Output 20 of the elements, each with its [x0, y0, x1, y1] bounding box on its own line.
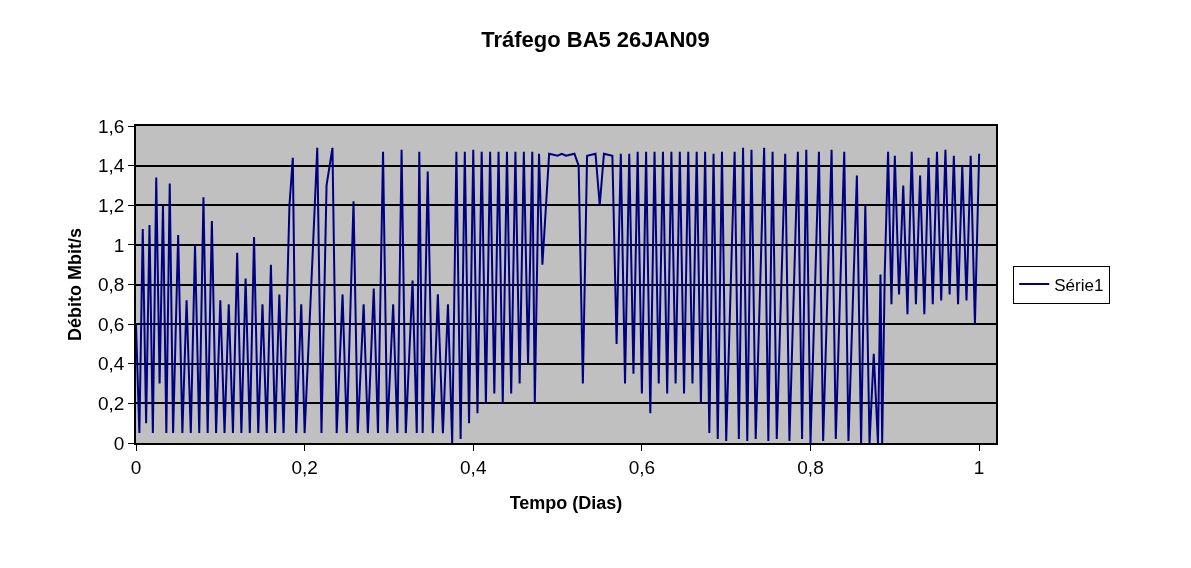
- y-tick-label: 1,6: [98, 115, 125, 137]
- x-tick-label: 1: [973, 456, 985, 478]
- chart-title: Tráfego BA5 26JAN09: [481, 27, 710, 53]
- x-tick-label: 0,6: [628, 456, 656, 478]
- x-tick-label: 0,4: [460, 456, 487, 478]
- y-tick-label: 0,8: [98, 274, 125, 296]
- y-tick-label: 0,2: [98, 393, 125, 415]
- line-series: [136, 146, 981, 443]
- y-tick-label: 1,2: [98, 194, 125, 216]
- x-tick-label: 0,8: [797, 456, 824, 478]
- y-tick-label: 0: [113, 432, 125, 454]
- x-axis-title: Tempo (Dias): [509, 493, 623, 514]
- x-tick-label: 0: [130, 456, 142, 478]
- y-tick-label: 0,6: [98, 313, 125, 335]
- y-axis-title: Débito Mbit/s: [64, 228, 85, 341]
- y-tick-label: 1: [113, 234, 125, 256]
- legend-label: Série1: [1054, 275, 1104, 295]
- y-tick-label: 0,4: [98, 353, 125, 375]
- x-tick-label: 0,2: [291, 456, 318, 478]
- y-tick-label: 1,4: [98, 155, 125, 177]
